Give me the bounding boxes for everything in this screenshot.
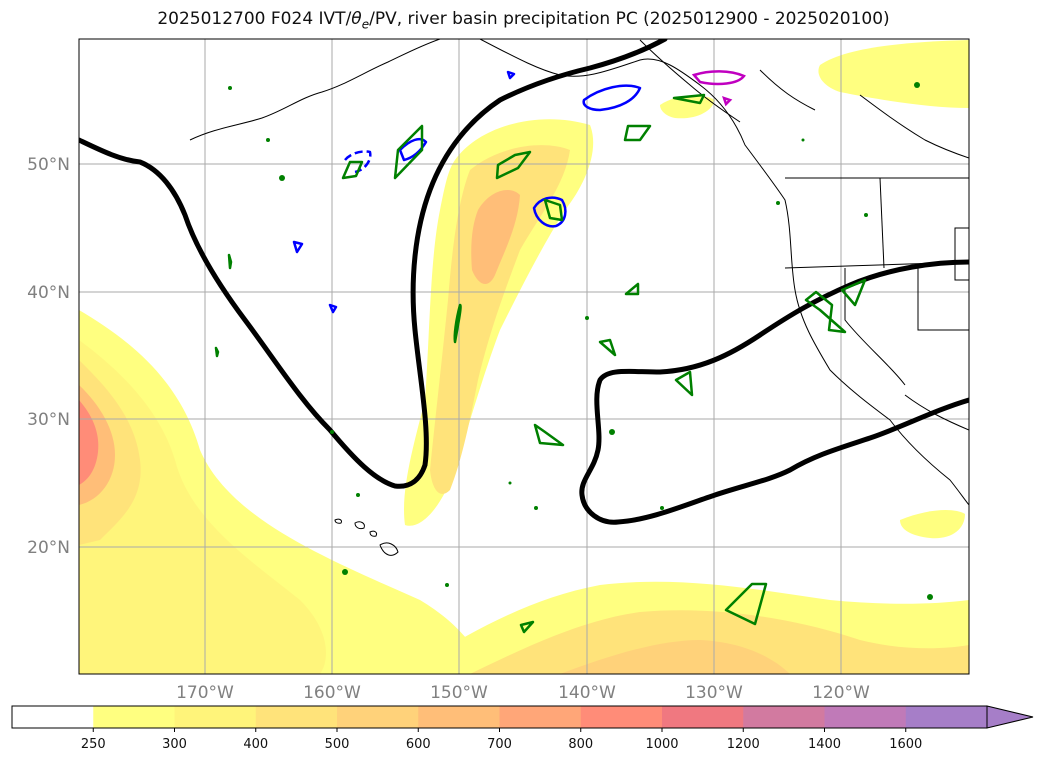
colorbar-label: 700 bbox=[487, 737, 512, 752]
colorbar-label: 250 bbox=[81, 737, 106, 752]
ivt-shading bbox=[79, 40, 969, 674]
hawaii-islands bbox=[334, 518, 399, 556]
colorbar-label: 1000 bbox=[645, 737, 678, 752]
colorbar-label: 300 bbox=[162, 737, 187, 752]
lat-label: 40°N bbox=[27, 283, 70, 303]
colorbar-segment bbox=[743, 706, 825, 728]
colorbar-label: 600 bbox=[406, 737, 431, 752]
colorbar-segment bbox=[905, 706, 988, 728]
colorbar-segment bbox=[499, 706, 582, 728]
lat-label: 30°N bbox=[27, 410, 70, 430]
lon-label: 150°W bbox=[430, 683, 488, 703]
colorbar-label: 500 bbox=[325, 737, 350, 752]
longitude-labels: 170°W 160°W 150°W 140°W 130°W 120°W bbox=[176, 683, 870, 703]
colorbar-label: 1200 bbox=[727, 737, 760, 752]
colorbar-label: 400 bbox=[243, 737, 268, 752]
colorbar-label: 1400 bbox=[808, 737, 841, 752]
coastlines bbox=[189, 39, 969, 506]
colorbar-label: 1600 bbox=[889, 737, 922, 752]
lon-label: 140°W bbox=[558, 683, 616, 703]
page-title: 2025012700 F024 IVT/θe/PV, river basin p… bbox=[157, 9, 890, 32]
precip-dots bbox=[228, 82, 933, 600]
colorbar-extend-arrow bbox=[986, 705, 1034, 729]
colorbar: 250 300 400 500 600 700 800 1000 1200 1400 1600 bbox=[11, 705, 1034, 752]
theta-e-contours bbox=[79, 39, 969, 525]
colorbar-label: 800 bbox=[568, 737, 593, 752]
lon-label: 160°W bbox=[303, 683, 361, 703]
colorbar-segment bbox=[662, 706, 744, 728]
lon-label: 130°W bbox=[685, 683, 743, 703]
colorbar-segment bbox=[93, 706, 175, 728]
lat-label: 50°N bbox=[27, 155, 70, 175]
colorbar-segment bbox=[255, 706, 338, 728]
latitude-labels: 50°N 40°N 30°N 20°N bbox=[27, 155, 70, 558]
colorbar-segment bbox=[174, 706, 257, 728]
colorbar-segment bbox=[12, 706, 94, 728]
magenta-contours bbox=[691, 70, 746, 107]
colorbar-segment bbox=[824, 706, 907, 728]
lat-label: 20°N bbox=[27, 538, 70, 558]
lon-label: 120°W bbox=[812, 683, 870, 703]
precip-contours bbox=[214, 93, 867, 634]
lon-label: 170°W bbox=[176, 683, 234, 703]
colorbar-segment bbox=[580, 706, 663, 728]
map-frame bbox=[78, 38, 970, 675]
pv-contours bbox=[292, 70, 642, 314]
colorbar-segment bbox=[337, 706, 419, 728]
map-plot-area bbox=[79, 39, 969, 674]
colorbar-segment bbox=[418, 706, 500, 728]
